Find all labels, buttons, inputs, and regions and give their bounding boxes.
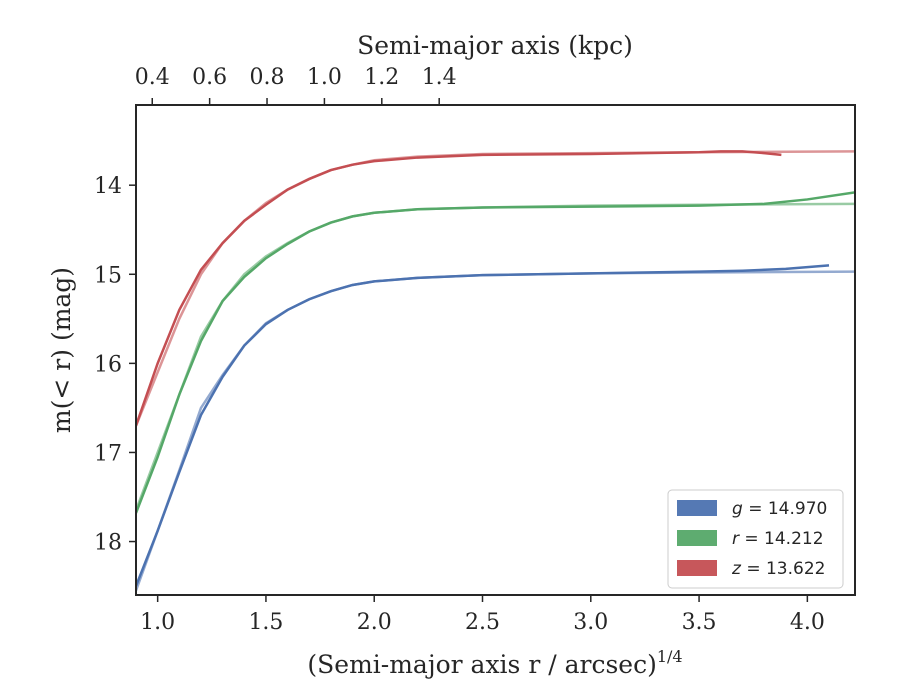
- x-tick-label: 1.0: [140, 610, 175, 635]
- x-axis-label-text: (Semi-major axis r / arcsec): [307, 650, 656, 679]
- x-tick-label: 1.5: [248, 610, 283, 635]
- plot-frame: [135, 104, 856, 596]
- series-line-z: [136, 150, 782, 427]
- model-line-r: [136, 202, 855, 511]
- x-axis: 1.0 1.5 2.0 2.5 3.0 3.5 4.0: [140, 595, 825, 635]
- y-tick-label: 17: [94, 441, 122, 466]
- series-line-r: [136, 191, 855, 514]
- y-axis-label: m(< r) (mag): [47, 267, 76, 433]
- top-tick-label: 1.4: [422, 65, 457, 90]
- top-tick-label: 0.4: [135, 65, 170, 90]
- legend-value: = 13.622: [741, 559, 826, 579]
- x-axis-label-superscript: 1/4: [657, 647, 683, 666]
- top-axis: 0.4 0.6 0.8 1.0 1.2 1.4: [135, 65, 457, 105]
- y-tick-label: 18: [94, 531, 122, 556]
- y-tick-label: 14: [94, 174, 122, 199]
- legend-value: = 14.970: [743, 499, 828, 519]
- legend-value: = 14.212: [739, 529, 824, 549]
- legend-band: z: [731, 559, 742, 579]
- y-tick-label: 15: [94, 263, 122, 288]
- legend-label-g: g = 14.970: [732, 499, 827, 519]
- legend-swatch-z: [677, 560, 717, 576]
- x-tick-label: 3.5: [682, 610, 717, 635]
- x-tick-label: 2.5: [465, 610, 500, 635]
- legend-band: r: [732, 529, 740, 549]
- top-tick-label: 1.2: [364, 65, 399, 90]
- top-axis-label: Semi-major axis (kpc): [357, 31, 633, 60]
- x-tick-label: 2.0: [357, 610, 392, 635]
- x-tick-label: 4.0: [790, 610, 825, 635]
- y-tick-label: 16: [94, 352, 122, 377]
- legend-band: g: [732, 499, 743, 519]
- legend-label-z: z = 13.622: [731, 559, 825, 579]
- top-tick-label: 0.8: [250, 65, 285, 90]
- x-tick-label: 3.0: [573, 610, 608, 635]
- top-tick-label: 0.6: [192, 65, 227, 90]
- top-tick-label: 1.0: [307, 65, 342, 90]
- series-line-g: [136, 264, 830, 587]
- data-lines: [136, 150, 855, 587]
- legend-swatch-r: [677, 530, 717, 546]
- legend-swatch-g: [677, 500, 717, 516]
- model-line-z: [136, 150, 855, 427]
- y-axis: 14 15 16 17 18: [94, 174, 136, 556]
- x-axis-label: (Semi-major axis r / arcsec)1/4: [307, 647, 682, 679]
- legend-label-r: r = 14.212: [732, 529, 824, 549]
